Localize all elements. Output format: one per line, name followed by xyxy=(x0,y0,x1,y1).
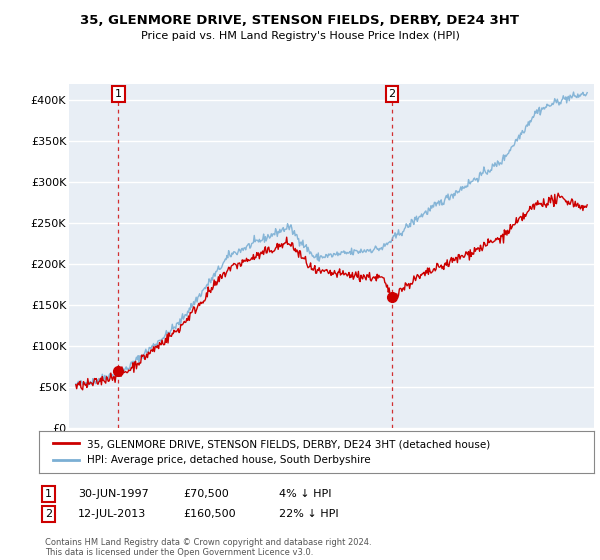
Text: Price paid vs. HM Land Registry's House Price Index (HPI): Price paid vs. HM Land Registry's House … xyxy=(140,31,460,41)
Text: Contains HM Land Registry data © Crown copyright and database right 2024.
This d: Contains HM Land Registry data © Crown c… xyxy=(45,538,371,557)
Text: £70,500: £70,500 xyxy=(183,489,229,499)
Text: 1: 1 xyxy=(115,89,122,99)
Text: 2: 2 xyxy=(45,509,52,519)
Text: £160,500: £160,500 xyxy=(183,509,236,519)
Text: 30-JUN-1997: 30-JUN-1997 xyxy=(78,489,149,499)
Text: 2: 2 xyxy=(388,89,395,99)
Legend: 35, GLENMORE DRIVE, STENSON FIELDS, DERBY, DE24 3HT (detached house), HPI: Avera: 35, GLENMORE DRIVE, STENSON FIELDS, DERB… xyxy=(50,436,494,469)
Text: 22% ↓ HPI: 22% ↓ HPI xyxy=(279,509,338,519)
Text: 35, GLENMORE DRIVE, STENSON FIELDS, DERBY, DE24 3HT: 35, GLENMORE DRIVE, STENSON FIELDS, DERB… xyxy=(80,14,520,27)
Text: 4% ↓ HPI: 4% ↓ HPI xyxy=(279,489,331,499)
Text: 12-JUL-2013: 12-JUL-2013 xyxy=(78,509,146,519)
Text: 1: 1 xyxy=(45,489,52,499)
